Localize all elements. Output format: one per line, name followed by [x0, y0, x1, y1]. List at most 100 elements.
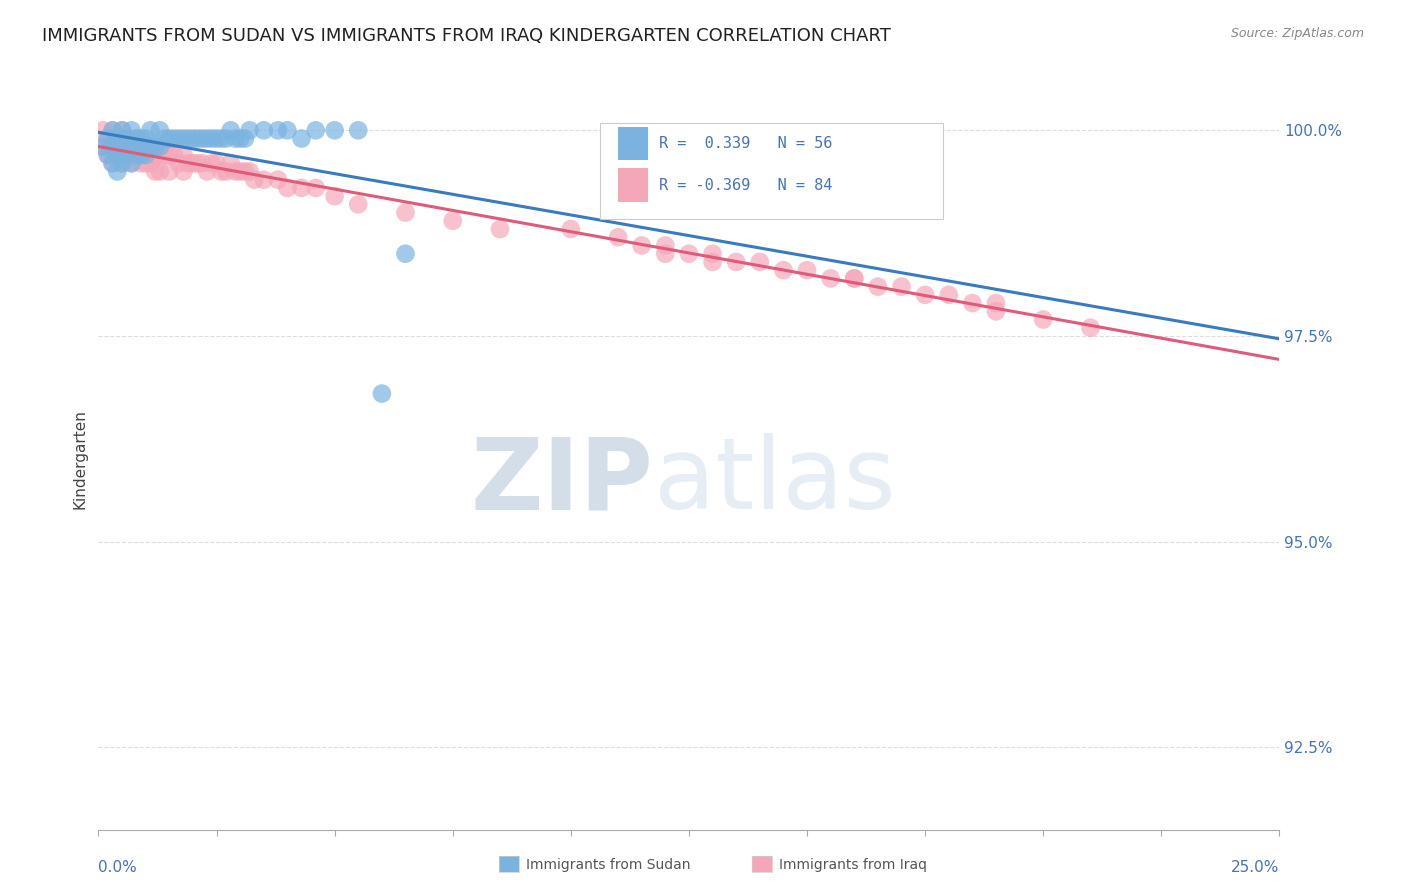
FancyBboxPatch shape	[619, 169, 648, 202]
Point	[149, 164, 172, 178]
Point	[305, 181, 328, 195]
Point	[129, 140, 152, 154]
Point	[866, 279, 889, 293]
Point	[91, 140, 114, 154]
Point	[654, 246, 676, 260]
Point	[347, 123, 370, 137]
Point	[233, 164, 256, 178]
Point	[630, 238, 652, 252]
Text: 25.0%: 25.0%	[1232, 860, 1279, 875]
Point	[560, 222, 582, 236]
Point	[105, 131, 128, 145]
Point	[101, 140, 124, 154]
Point	[172, 148, 194, 162]
Point	[820, 271, 842, 285]
Point	[347, 197, 370, 211]
Point	[139, 140, 162, 154]
Point	[209, 164, 232, 178]
Point	[157, 148, 180, 162]
Point	[205, 156, 228, 170]
Point	[172, 131, 194, 145]
Text: Immigrants from Iraq: Immigrants from Iraq	[779, 858, 927, 872]
Point	[125, 131, 148, 145]
Point	[111, 140, 134, 154]
Point	[201, 156, 224, 170]
Point	[267, 172, 290, 186]
Point	[796, 263, 818, 277]
Point	[219, 156, 242, 170]
Point	[121, 140, 143, 154]
Point	[105, 148, 128, 162]
Point	[243, 172, 266, 186]
Point	[772, 263, 794, 277]
Point	[215, 164, 238, 178]
Point	[157, 131, 180, 145]
Point	[215, 131, 238, 145]
Point	[129, 131, 152, 145]
Point	[1032, 312, 1054, 326]
Point	[209, 131, 232, 145]
Point	[115, 131, 138, 145]
Point	[844, 271, 866, 285]
Point	[139, 156, 162, 170]
Point	[914, 288, 936, 302]
Point	[101, 123, 124, 137]
Point	[191, 156, 214, 170]
Point	[149, 123, 172, 137]
Point	[725, 255, 748, 269]
Point	[489, 222, 512, 236]
Point	[143, 164, 166, 178]
Point	[1080, 320, 1102, 334]
Point	[191, 131, 214, 145]
Point	[224, 131, 246, 145]
Point	[139, 123, 162, 137]
Point	[111, 140, 134, 154]
Point	[276, 123, 298, 137]
Point	[101, 123, 124, 137]
Point	[135, 148, 157, 162]
Text: ZIP: ZIP	[471, 434, 654, 530]
Point	[149, 140, 172, 154]
Point	[167, 156, 190, 170]
Point	[97, 131, 120, 145]
Point	[984, 296, 1007, 310]
Point	[177, 156, 200, 170]
Point	[441, 214, 464, 228]
Point	[163, 148, 186, 162]
Point	[111, 156, 134, 170]
FancyBboxPatch shape	[619, 127, 648, 160]
Point	[219, 123, 242, 137]
Text: R =  0.339   N = 56: R = 0.339 N = 56	[659, 136, 832, 151]
Point	[101, 140, 124, 154]
Point	[143, 140, 166, 154]
Point	[205, 131, 228, 145]
Point	[105, 148, 128, 162]
Point	[135, 140, 157, 154]
Text: atlas: atlas	[654, 434, 896, 530]
Point	[97, 131, 120, 145]
Point	[135, 156, 157, 170]
Point	[91, 123, 114, 137]
Point	[153, 148, 176, 162]
Point	[187, 131, 209, 145]
Point	[290, 181, 312, 195]
Point	[129, 156, 152, 170]
Point	[115, 148, 138, 162]
Point	[101, 156, 124, 170]
Point	[678, 246, 700, 260]
Point	[111, 156, 134, 170]
Point	[121, 123, 143, 137]
Point	[121, 156, 143, 170]
Point	[233, 131, 256, 145]
Point	[195, 164, 218, 178]
Point	[121, 140, 143, 154]
Point	[153, 131, 176, 145]
Point	[938, 288, 960, 302]
Point	[149, 148, 172, 162]
Point	[253, 123, 276, 137]
Point	[371, 386, 394, 401]
Point	[115, 131, 138, 145]
Text: R = -0.369   N = 84: R = -0.369 N = 84	[659, 178, 832, 193]
Point	[394, 246, 416, 260]
Point	[195, 131, 218, 145]
